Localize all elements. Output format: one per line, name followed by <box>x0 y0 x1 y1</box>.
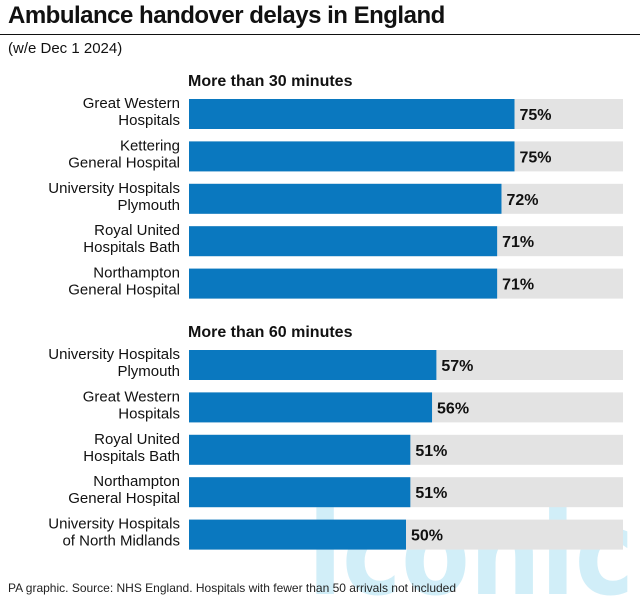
category-label: Great Western Hospitals <box>83 388 180 422</box>
category-label: Royal United Hospitals Bath <box>83 431 180 465</box>
bar <box>189 141 515 172</box>
panel-heading: More than 60 minutes <box>188 324 353 341</box>
panel-heading: More than 30 minutes <box>188 73 353 90</box>
data-label: 56% <box>437 400 469 417</box>
bar <box>189 226 498 257</box>
data-label: 51% <box>415 485 447 502</box>
category-label: Northampton General Hospital <box>68 473 180 507</box>
category-label: Northampton General Hospital <box>68 265 180 299</box>
data-label: 75% <box>520 149 552 166</box>
bar <box>189 350 437 380</box>
data-label: 71% <box>502 234 534 251</box>
category-label: University Hospitals of North Midlands <box>48 516 180 550</box>
data-label: 75% <box>520 107 552 124</box>
category-label: University Hospitals Plymouth <box>48 180 180 214</box>
category-label: Royal United Hospitals Bath <box>83 222 180 256</box>
data-label: 51% <box>415 443 447 460</box>
bar <box>189 477 411 508</box>
category-label: Great Western Hospitals <box>83 95 180 129</box>
category-label: University Hospitals Plymouth <box>48 346 180 380</box>
source-footer: PA graphic. Source: NHS England. Hospita… <box>8 581 457 595</box>
bar <box>189 434 411 465</box>
bar <box>189 392 433 423</box>
data-label: 72% <box>506 192 538 209</box>
bar <box>189 519 406 550</box>
data-label: 71% <box>502 277 534 294</box>
chart-subtitle: (w/e Dec 1 2024) <box>8 40 123 57</box>
title-divider <box>0 34 640 35</box>
bar <box>189 183 502 214</box>
data-label: 57% <box>441 358 473 375</box>
category-label: Kettering General Hospital <box>68 137 180 171</box>
data-label: 50% <box>411 528 443 545</box>
chart-title: Ambulance handover delays in England <box>8 2 445 29</box>
bar <box>189 99 515 129</box>
bar <box>189 268 498 299</box>
